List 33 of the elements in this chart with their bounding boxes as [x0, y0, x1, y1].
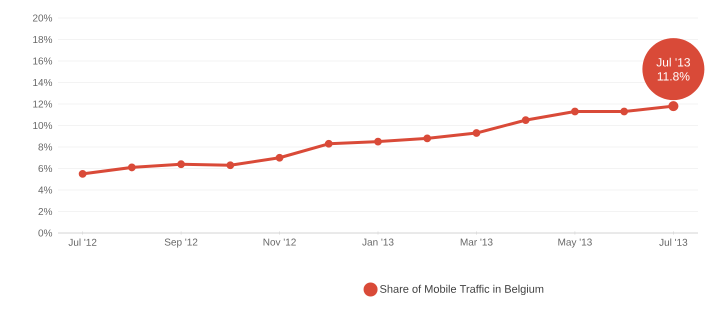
annotation: 11.8% [658, 72, 690, 81]
y-tick-label: 2% [38, 208, 52, 216]
point [374, 138, 382, 146]
y-tick-label: 18% [33, 36, 52, 44]
y-tick-label: 4% [38, 186, 52, 194]
point [423, 134, 432, 142]
point [276, 154, 284, 162]
y-tick-label: 12% [33, 100, 52, 108]
point [571, 108, 579, 116]
point [177, 160, 185, 168]
point [128, 164, 136, 172]
point [620, 108, 628, 116]
x-tick-label: May '13 [558, 238, 592, 248]
y-tick-label: 0% [38, 229, 52, 237]
y-tick-label: 10% [33, 122, 52, 130]
point [522, 116, 530, 124]
x-tick-label: Jul '12 [68, 238, 96, 246]
y-tick-label: 14% [33, 78, 52, 86]
y-tick-label: 20% [32, 14, 52, 22]
annotation: Jul '13 [656, 58, 690, 67]
x-tick-label: Mar '13 [460, 238, 493, 246]
x-tick-label: Sep '12 [164, 238, 198, 248]
point [226, 161, 234, 170]
x-tick-label: Jan '13 [362, 238, 394, 246]
x-tick-label: Jul '13 [659, 238, 688, 246]
y-tick-label: 16% [33, 57, 52, 65]
x-tick-label: Nov '12 [264, 238, 296, 246]
y-tick-label: 8% [38, 143, 52, 151]
y-tick-label: 6% [38, 164, 52, 172]
point [324, 140, 333, 148]
legend-label: Share of Mobile Traffic in Belgium [380, 284, 544, 296]
point [78, 170, 87, 178]
point [472, 129, 480, 137]
